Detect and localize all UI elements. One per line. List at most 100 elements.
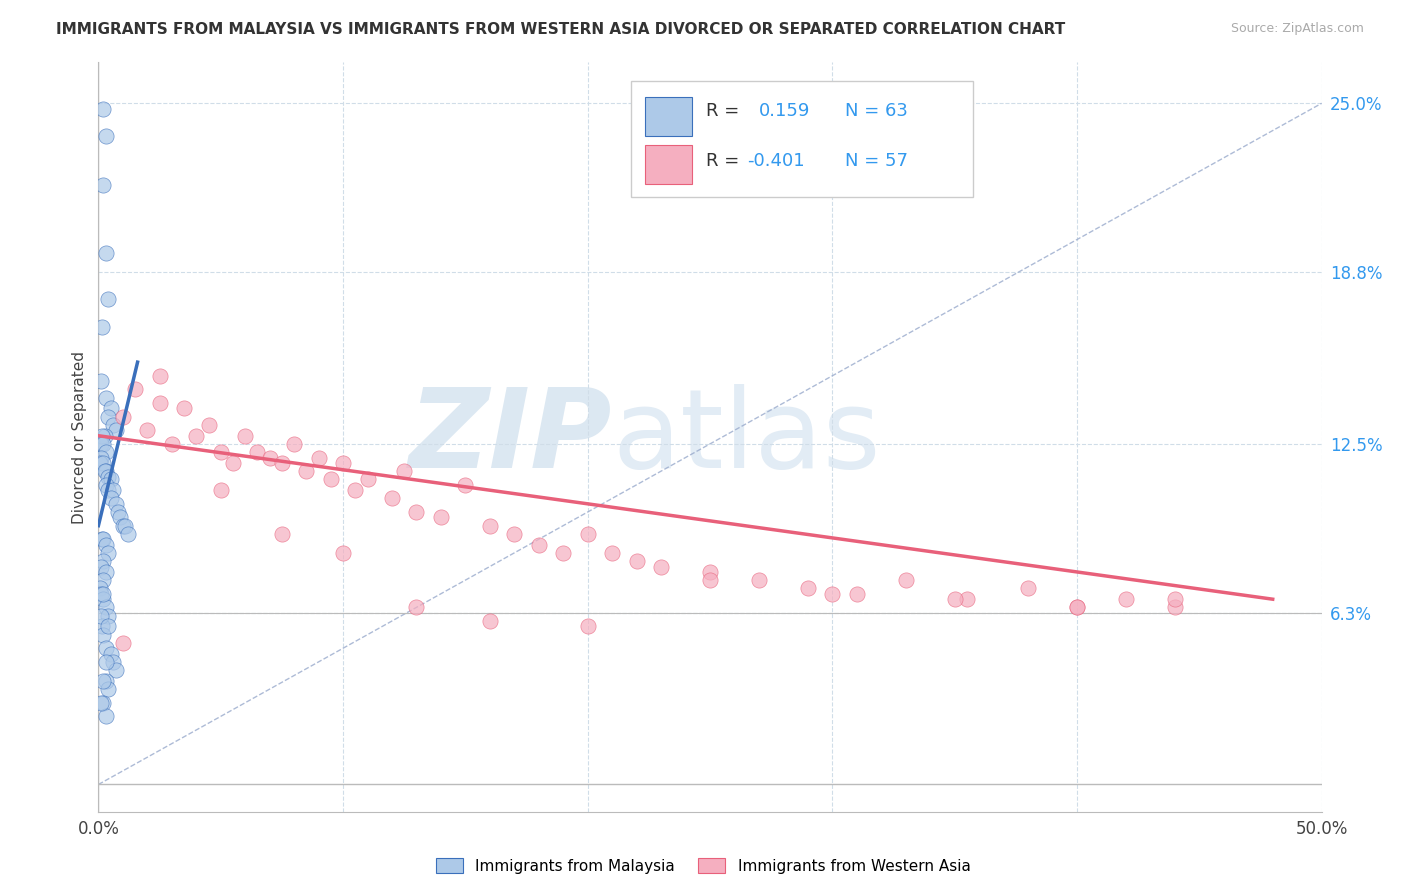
Text: R =: R = (706, 103, 740, 120)
Point (405, 600, 427, 615)
Point (356, 472, 378, 486)
Point (576, 619, 599, 633)
Point (478, 614, 501, 628)
Text: 0.159: 0.159 (759, 103, 810, 120)
Point (94, 464, 117, 478)
Point (90, 696, 112, 710)
Point (94, 128, 117, 143)
Point (478, 518, 501, 533)
Point (295, 464, 318, 478)
Point (748, 573, 770, 587)
Point (100, 401, 122, 416)
Point (91, 696, 114, 710)
Point (91, 587, 114, 601)
Point (91, 533, 114, 547)
Point (104, 423, 127, 437)
Point (111, 409, 134, 424)
Point (101, 483, 124, 498)
Point (91, 437, 114, 451)
Point (91, 428, 114, 442)
Point (91, 102, 114, 116)
Point (381, 491, 404, 506)
Point (100, 491, 122, 506)
Point (93, 464, 115, 478)
Point (97, 293, 120, 307)
Point (107, 505, 129, 519)
Text: ZIP: ZIP (409, 384, 612, 491)
Point (94, 655, 117, 669)
Y-axis label: Divorced or Separated: Divorced or Separated (72, 351, 87, 524)
Point (344, 483, 367, 498)
Point (90, 587, 112, 601)
FancyBboxPatch shape (645, 97, 692, 136)
Point (527, 538, 550, 552)
Point (1164, 600, 1187, 615)
Point (1066, 600, 1088, 615)
Point (1164, 592, 1187, 607)
Point (149, 368, 172, 383)
Point (392, 464, 416, 478)
Point (1017, 582, 1039, 596)
Point (553, 546, 575, 560)
Point (821, 587, 844, 601)
Point (173, 401, 195, 416)
Point (91, 554, 114, 568)
Point (270, 526, 294, 541)
Point (89, 582, 111, 596)
Point (894, 573, 917, 587)
Point (104, 663, 127, 677)
Text: N = 63: N = 63 (845, 103, 907, 120)
Point (576, 526, 599, 541)
Point (94, 600, 117, 615)
Text: Source: ZipAtlas.com: Source: ZipAtlas.com (1230, 22, 1364, 36)
Point (94, 641, 117, 656)
Point (136, 423, 159, 437)
Point (97, 409, 120, 424)
Point (117, 526, 139, 541)
Point (503, 526, 526, 541)
Point (97, 483, 120, 498)
Point (94, 246, 117, 260)
Point (956, 592, 979, 607)
Point (91, 673, 114, 688)
Point (270, 456, 294, 470)
Point (797, 582, 820, 596)
Point (97, 546, 120, 560)
Point (94, 538, 117, 552)
Point (97, 608, 120, 623)
Point (650, 559, 672, 574)
Point (90, 374, 112, 388)
Point (91, 319, 114, 334)
Point (91, 619, 114, 633)
Point (91, 533, 114, 547)
Point (222, 456, 245, 470)
Point (699, 565, 721, 579)
Point (93, 428, 115, 442)
Point (94, 445, 117, 459)
Text: -0.401: -0.401 (747, 153, 804, 170)
Point (160, 437, 183, 451)
Text: N = 57: N = 57 (845, 153, 908, 170)
Point (94, 477, 117, 491)
Point (186, 428, 208, 442)
Point (114, 518, 136, 533)
Point (91, 456, 114, 470)
Legend: Immigrants from Malaysia, Immigrants from Western Asia: Immigrants from Malaysia, Immigrants fro… (429, 852, 977, 880)
Point (149, 396, 172, 410)
Point (97, 619, 120, 633)
Text: IMMIGRANTS FROM MALAYSIA VS IMMIGRANTS FROM WESTERN ASIA DIVORCED OR SEPARATED C: IMMIGRANTS FROM MALAYSIA VS IMMIGRANTS F… (56, 22, 1066, 37)
Point (100, 647, 122, 661)
Point (110, 510, 132, 524)
Point (699, 573, 721, 587)
Point (94, 673, 117, 688)
Point (91, 178, 114, 192)
Point (600, 546, 623, 560)
Point (91, 592, 114, 607)
Point (197, 417, 219, 432)
Point (101, 655, 124, 669)
Point (94, 391, 117, 405)
Point (124, 383, 146, 397)
Point (91, 627, 114, 641)
Point (405, 505, 427, 519)
Point (100, 472, 122, 486)
